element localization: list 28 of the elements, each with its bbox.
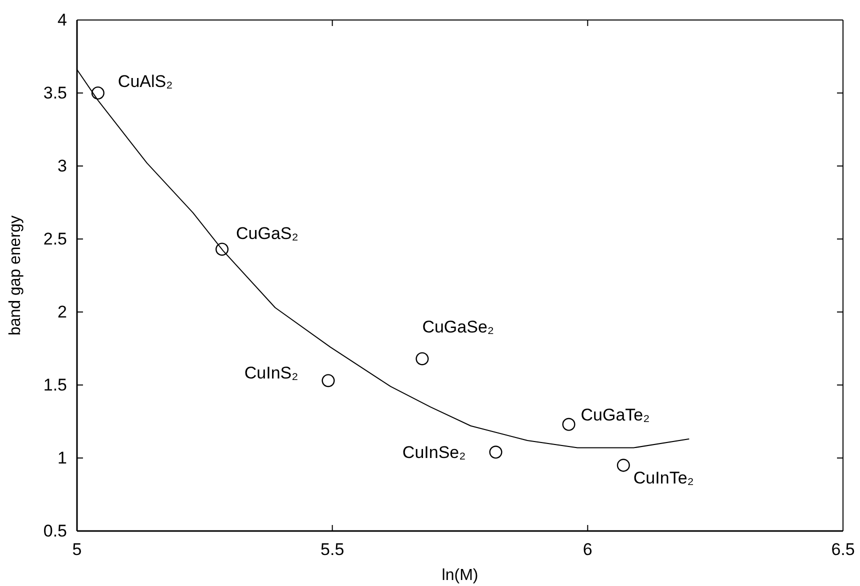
y-tick-label: 1.5 xyxy=(43,375,67,394)
point xyxy=(91,86,104,100)
x-axis-title: ln(M) xyxy=(442,567,478,584)
annotation: CuGaSe₂ xyxy=(422,318,494,337)
annotation: CuInS₂ xyxy=(244,364,298,383)
point xyxy=(322,374,335,388)
annotation: CuAlS₂ xyxy=(118,72,173,91)
annotation: CuGaS₂ xyxy=(236,224,298,244)
y-tick-label: 0.5 xyxy=(43,521,67,540)
y-tick-label: 3 xyxy=(58,156,67,176)
y-tick-label: 4 xyxy=(58,10,67,30)
annotation: CuGaTe₂ xyxy=(580,405,650,424)
annotation: CuInSe₂ xyxy=(402,443,466,462)
x-tick-label: 5 xyxy=(72,540,82,560)
point xyxy=(562,418,576,431)
point xyxy=(489,446,502,459)
point xyxy=(416,352,429,366)
point xyxy=(616,458,630,472)
annotation: CuInTe₂ xyxy=(633,468,694,488)
y-tick-label: 2 xyxy=(58,302,67,322)
y-tick-label: 2.5 xyxy=(43,229,67,248)
y-tick-label: 1 xyxy=(58,448,67,468)
x-tick-label: 6 xyxy=(582,540,592,560)
point xyxy=(216,242,229,256)
x-tick-label: 6.5 xyxy=(831,540,855,560)
x-tick-label: 5.5 xyxy=(320,540,344,560)
y-tick-label: 3.5 xyxy=(43,83,67,102)
y-axis-title: band gap energy xyxy=(7,215,24,336)
